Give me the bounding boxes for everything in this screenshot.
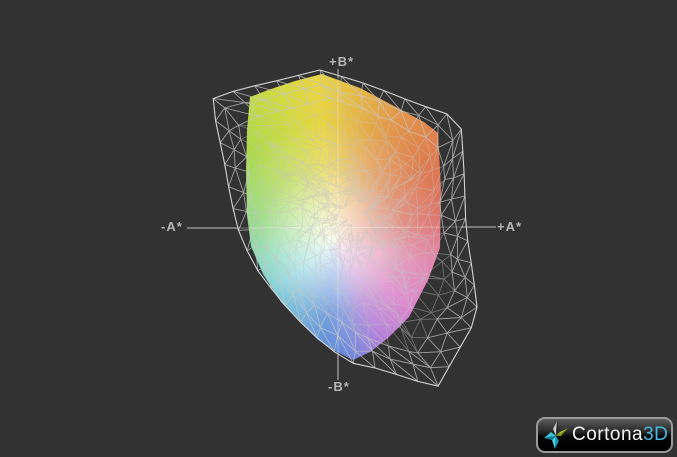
axis-label-plus-b: +B*	[329, 54, 355, 69]
axis-label-minus-b: -B*	[328, 379, 350, 394]
axis-label-plus-a: +A*	[497, 219, 523, 234]
logo-text-suffix: 3D	[643, 424, 669, 445]
cortona3d-logo-badge[interactable]: Cortona 3D	[536, 417, 673, 453]
pinwheel-star-icon	[544, 420, 568, 449]
axis-label-minus-a: -A*	[161, 219, 183, 234]
logo-text-brand: Cortona	[572, 424, 644, 445]
